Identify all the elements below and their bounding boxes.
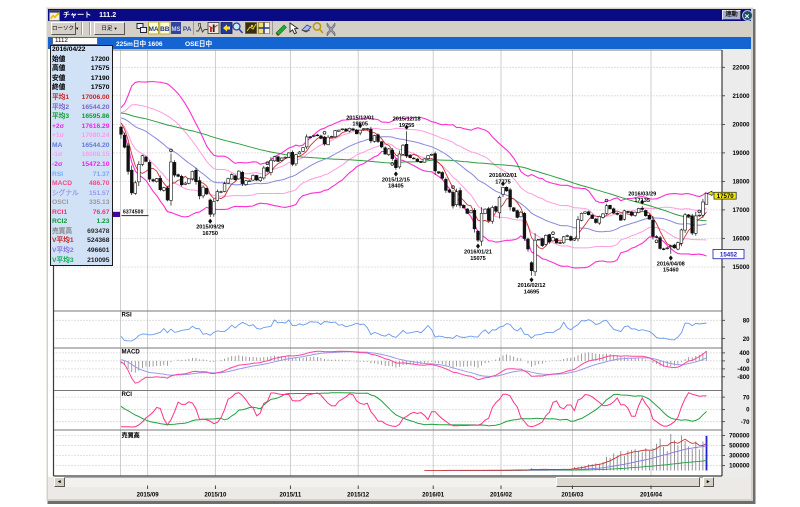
svg-text:15000: 15000 (733, 264, 751, 271)
svg-text:70: 70 (743, 394, 750, 401)
svg-text:80: 80 (743, 318, 750, 325)
svg-text:2016/04: 2016/04 (640, 492, 663, 499)
svg-text:20: 20 (743, 336, 750, 343)
svg-text:2016/01: 2016/01 (422, 492, 445, 499)
svg-text:2015/12/18: 2015/12/18 (393, 117, 421, 123)
svg-text:19755: 19755 (399, 123, 415, 129)
svg-text:MS: MS (172, 27, 181, 33)
svg-text:19805: 19805 (352, 122, 368, 128)
svg-text:RCI: RCI (122, 391, 133, 398)
svg-text:21000: 21000 (733, 93, 751, 100)
svg-text:RSI: RSI (122, 312, 132, 319)
svg-text:400: 400 (739, 350, 750, 357)
svg-text:16000: 16000 (733, 236, 751, 243)
svg-text:BB: BB (160, 26, 170, 33)
svg-text:20000: 20000 (733, 122, 751, 129)
svg-text:売買高: 売買高 (122, 432, 140, 440)
svg-text:15075: 15075 (470, 256, 486, 262)
svg-text:2015/10: 2015/10 (204, 492, 227, 499)
svg-text:2015/09: 2015/09 (137, 492, 160, 499)
svg-text:2016/04/08: 2016/04/08 (657, 261, 685, 267)
svg-text:18405: 18405 (388, 184, 404, 190)
svg-text:15460: 15460 (663, 268, 679, 274)
svg-text:2016/03: 2016/03 (561, 492, 584, 499)
svg-text:19000: 19000 (733, 150, 751, 157)
svg-text:500000: 500000 (729, 443, 750, 450)
svg-text:2015/12: 2015/12 (347, 492, 370, 499)
svg-text:2015/11: 2015/11 (280, 492, 302, 499)
svg-text:300000: 300000 (729, 453, 750, 460)
svg-text:-70: -70 (741, 419, 750, 426)
svg-text:16750: 16750 (202, 231, 218, 237)
svg-text:PA: PA (183, 26, 192, 33)
svg-text:-400: -400 (737, 366, 750, 373)
svg-text:18000: 18000 (733, 179, 751, 186)
svg-text:17570: 17570 (717, 193, 735, 200)
svg-text:2016/02/01: 2016/02/01 (489, 173, 517, 179)
svg-text:2015/12/15: 2015/12/15 (382, 177, 410, 183)
svg-text:2015/12/01: 2015/12/01 (346, 115, 374, 121)
svg-text:2016/01/21: 2016/01/21 (464, 249, 492, 255)
svg-text:2016/02: 2016/02 (490, 492, 513, 499)
svg-text:-800: -800 (737, 374, 750, 381)
svg-text:6374500: 6374500 (123, 210, 144, 216)
svg-text:0: 0 (746, 407, 750, 414)
svg-text:15452: 15452 (720, 252, 738, 259)
svg-text:22000: 22000 (733, 65, 751, 72)
svg-text:17135: 17135 (634, 198, 650, 204)
svg-text:100000: 100000 (729, 463, 750, 470)
svg-text:14695: 14695 (524, 290, 540, 296)
svg-text:17775: 17775 (495, 180, 511, 186)
svg-text:2016/03/29: 2016/03/29 (628, 192, 656, 198)
svg-text:17000: 17000 (733, 207, 751, 214)
svg-text:MACD: MACD (122, 349, 141, 356)
svg-text:MA: MA (148, 26, 158, 33)
svg-text:0: 0 (746, 358, 750, 365)
svg-text:700000: 700000 (729, 433, 750, 440)
svg-text:2016/02/12: 2016/02/12 (518, 283, 546, 289)
svg-text:2015/09/29: 2015/09/29 (196, 225, 224, 231)
